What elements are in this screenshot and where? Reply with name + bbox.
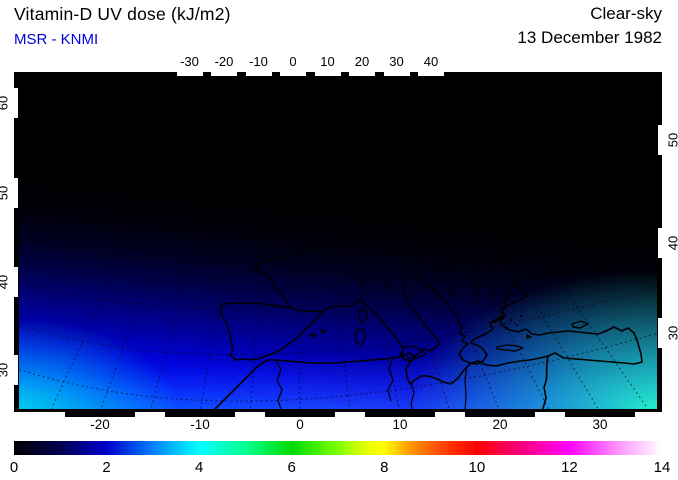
top-axis-tick <box>418 72 444 76</box>
colorbar-tick-label: 6 <box>287 459 296 476</box>
bottom-axis-tick <box>165 412 235 417</box>
bottom-axis-label: -20 <box>90 417 110 432</box>
bottom-axis-tick <box>65 412 135 417</box>
right-axis-label: 50 <box>665 132 678 148</box>
coastline-paths <box>211 234 643 412</box>
header-left: Vitamin-D UV dose (kJ/m2) MSR - KNMI <box>14 4 231 48</box>
bottom-axis-tick <box>365 412 435 417</box>
graticule-meridian-lines <box>49 72 651 412</box>
top-axis-label: 30 <box>389 54 404 69</box>
top-axis-tick <box>314 72 341 76</box>
top-axis-tick <box>245 72 272 76</box>
map-frame-bottom <box>14 409 662 412</box>
top-axis-tick <box>349 72 375 76</box>
colorbar <box>14 441 662 455</box>
top-axis-label: 40 <box>423 54 439 69</box>
coastlines-overlay <box>14 72 662 412</box>
right-axis-tick <box>658 318 662 348</box>
right-axis-tick <box>658 125 662 155</box>
colorbar-tick-label: 12 <box>561 459 578 476</box>
top-axis-label: -20 <box>214 54 234 69</box>
top-axis-label: 20 <box>354 54 370 69</box>
left-axis-tick <box>14 355 18 385</box>
left-axis-label: 30 <box>0 362 11 378</box>
bottom-axis-label: 30 <box>592 417 608 432</box>
header-right: Clear-sky 13 December 1982 <box>517 4 662 48</box>
map-frame-left <box>14 72 19 412</box>
bottom-axis-label: -10 <box>190 417 210 432</box>
figure-source: MSR - KNMI <box>14 31 99 48</box>
figure-title: Vitamin-D UV dose (kJ/m2) <box>14 4 231 24</box>
top-axis-tick <box>280 72 306 76</box>
bottom-axis-tick <box>565 412 635 417</box>
right-axis-tick <box>658 228 662 258</box>
bottom-axis-tick <box>465 412 535 417</box>
colorbar-tick-label: 4 <box>194 459 204 476</box>
colorbar-tick-label: 2 <box>102 459 111 476</box>
bottom-axis-label: 20 <box>492 417 508 432</box>
left-axis-tick <box>14 178 18 208</box>
colorbar-tick-label: 14 <box>653 459 671 476</box>
colorbar-tick-label: 8 <box>380 459 389 476</box>
bottom-axis-label: 10 <box>392 417 408 432</box>
left-axis-tick <box>14 267 18 297</box>
left-axis-label: 50 <box>0 185 11 201</box>
figure-date: 13 December 1982 <box>517 28 662 47</box>
left-axis-label: 40 <box>0 274 11 290</box>
bottom-axis-label: 0 <box>296 417 304 432</box>
uv-field-gradient <box>14 72 662 412</box>
top-axis-tick <box>176 72 203 76</box>
top-axis-label: -10 <box>249 54 268 69</box>
colorbar-tick-label: 0 <box>9 459 19 476</box>
left-axis-tick <box>14 88 18 118</box>
top-axis-label: -30 <box>180 54 199 69</box>
left-axis-label: 60 <box>0 95 11 111</box>
map-panel: -30 -20 -10 0 10 20 30 40 -20 -10 0 10 20 30 60 50 40 30 5… <box>0 54 678 432</box>
bottom-axis-tick <box>265 412 335 417</box>
right-axis-label: 30 <box>665 325 678 341</box>
right-axis-label: 40 <box>665 235 678 251</box>
sky-condition-label: Clear-sky <box>590 4 662 23</box>
country-border-paths <box>275 249 512 412</box>
colorbar-tick-label: 10 <box>468 459 486 476</box>
graticule-latitude-lines <box>14 198 662 402</box>
top-axis-label: 0 <box>289 54 297 69</box>
top-axis-tick <box>383 72 410 76</box>
island-paths <box>309 307 589 359</box>
top-axis-label: 10 <box>320 54 335 69</box>
top-axis-tick <box>211 72 237 76</box>
